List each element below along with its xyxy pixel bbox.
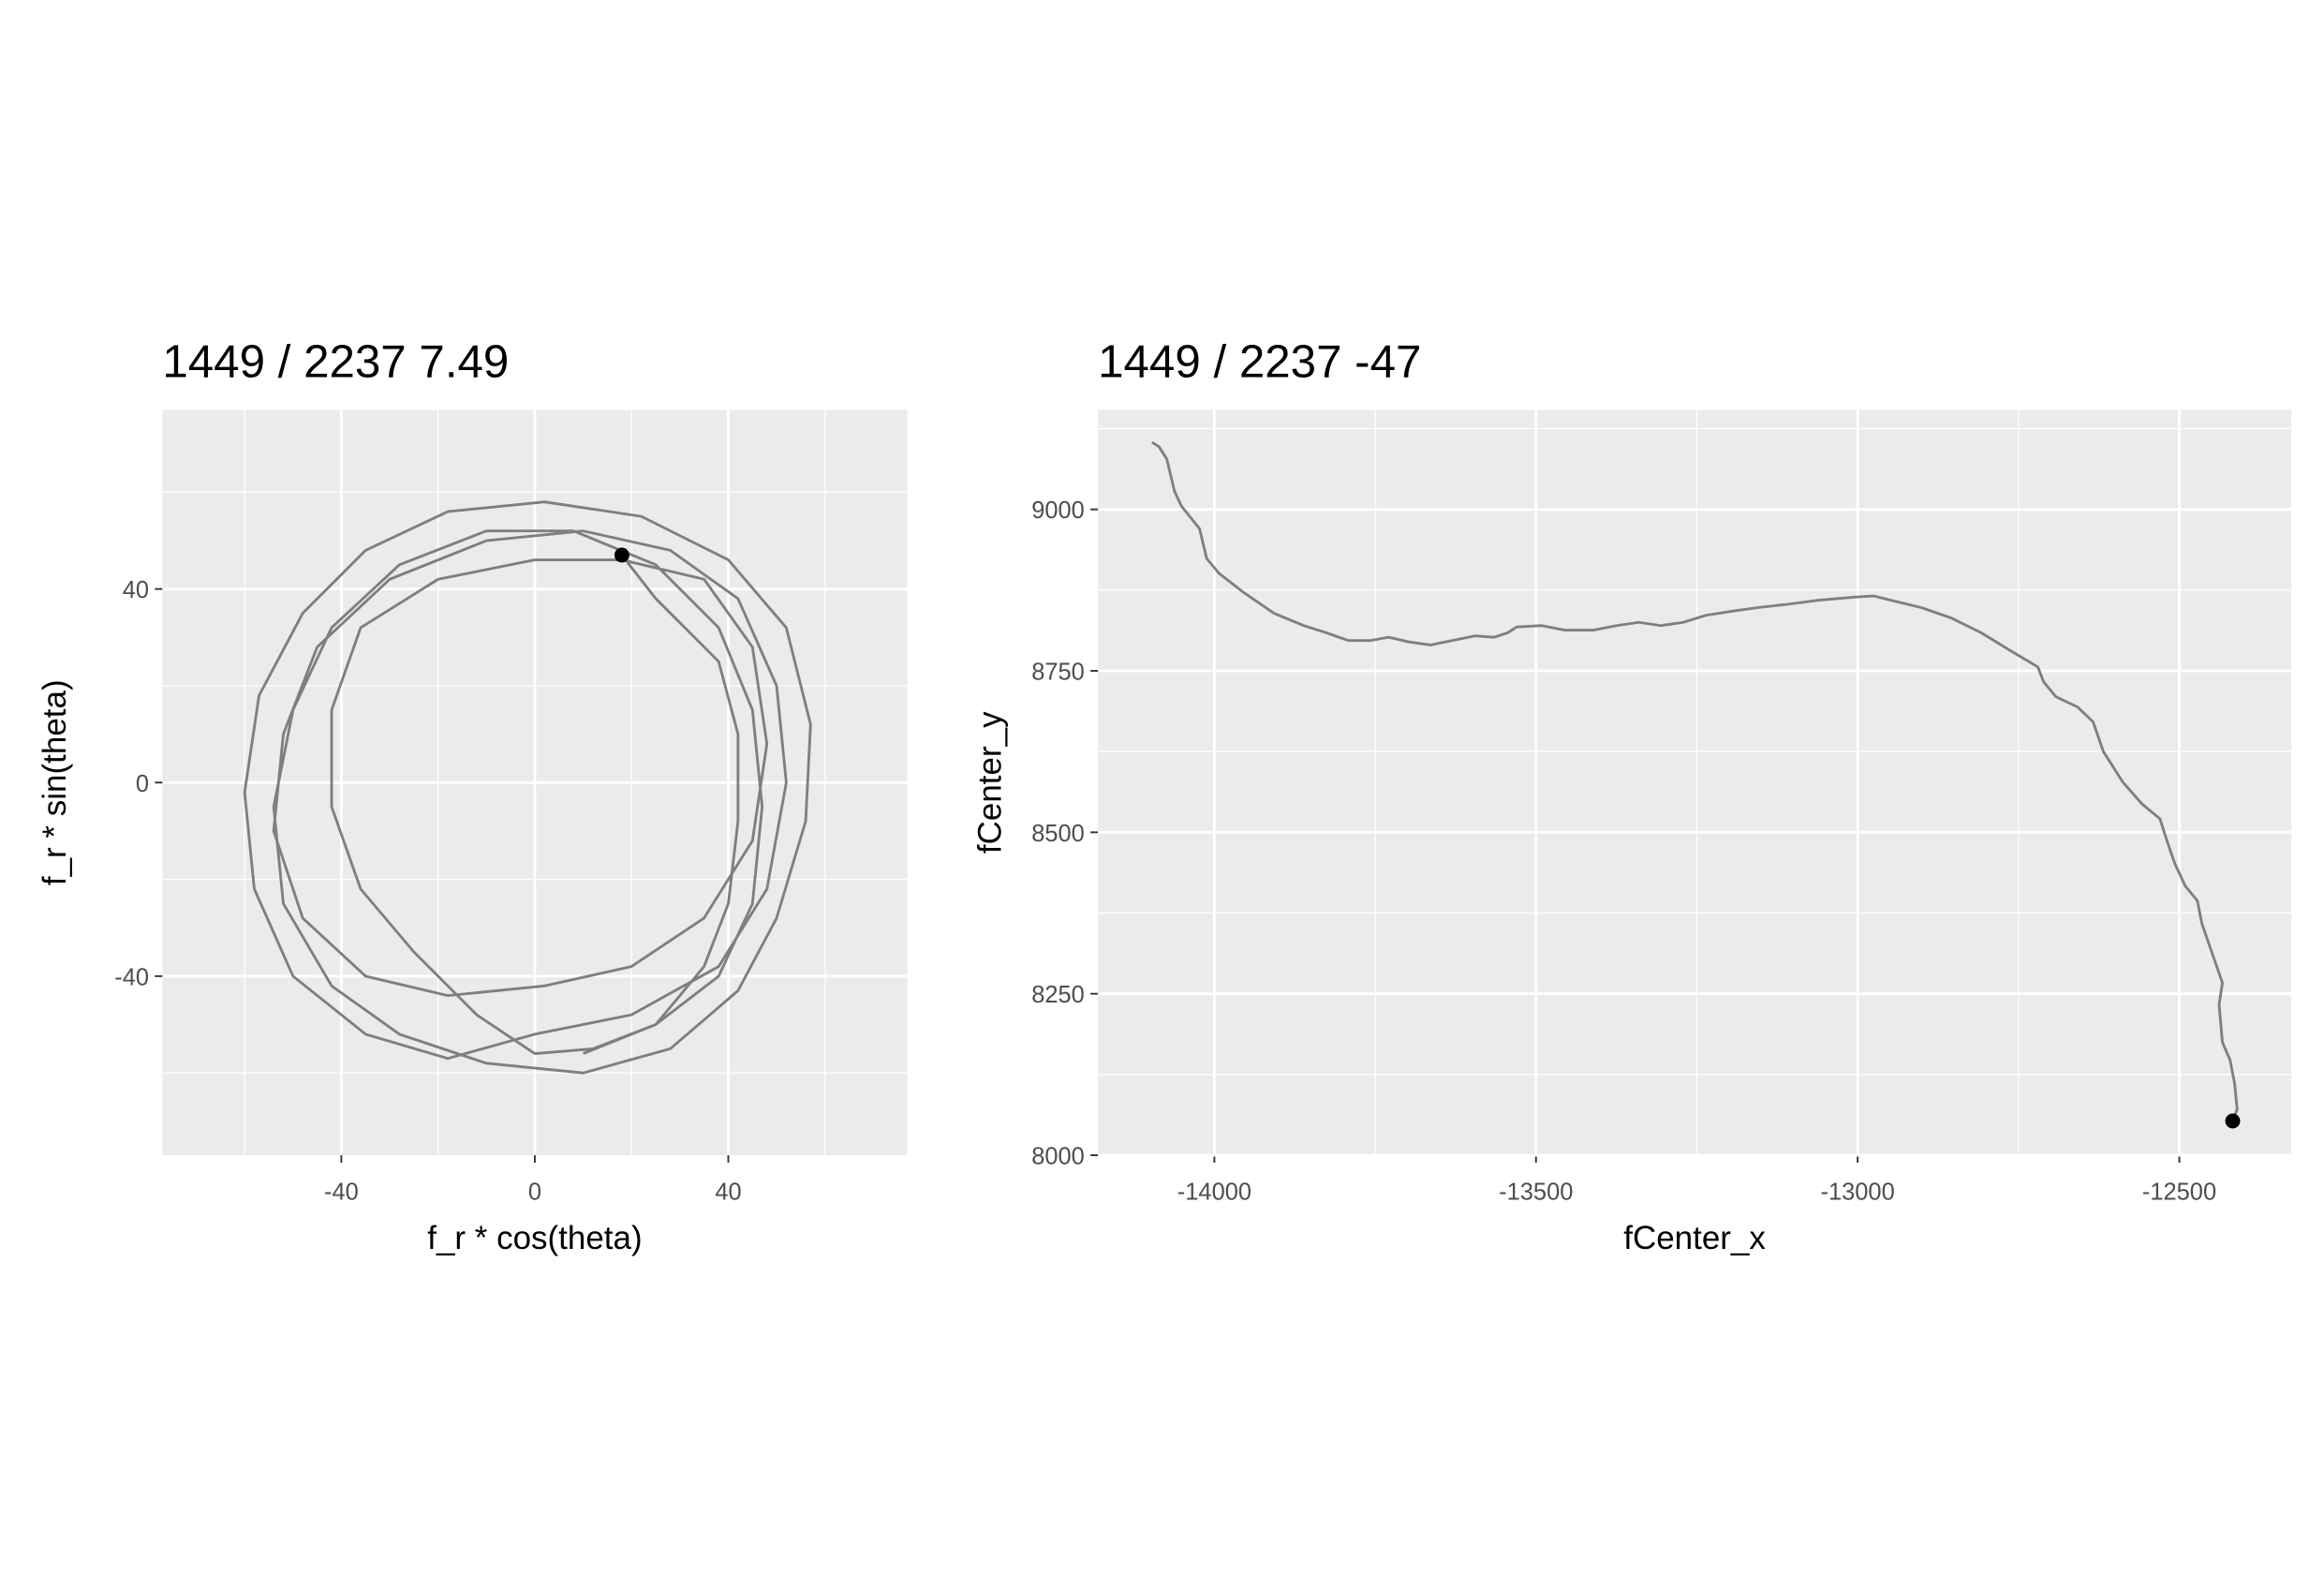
y-tick-label: 9000	[1031, 497, 1085, 524]
current-point	[2225, 1113, 2241, 1129]
y-tick-label: 0	[136, 771, 149, 797]
x-axis-title: fCenter_x	[1623, 1220, 1766, 1256]
x-axis-title: f_r * cos(theta)	[427, 1220, 642, 1256]
x-tick-label: 0	[528, 1180, 541, 1206]
y-tick-label: 8500	[1031, 821, 1085, 847]
current-point	[614, 547, 629, 563]
trajectory	[243, 500, 812, 1075]
y-axis-title: fCenter_y	[972, 711, 1009, 854]
y-axis-title: f_r * sin(theta)	[37, 679, 73, 885]
y-tick-label: 8250	[1031, 982, 1085, 1008]
x-tick-label: -14000	[1177, 1180, 1251, 1206]
x-tick-label: -13500	[1499, 1180, 1573, 1206]
trajectory	[1151, 440, 2239, 1121]
x-tick-label: -12500	[2142, 1180, 2216, 1206]
plot-panel	[1098, 409, 2292, 1156]
y-tick-label: -40	[114, 964, 149, 990]
y-tick-label: 8000	[1031, 1144, 1085, 1170]
x-tick-label: -40	[324, 1180, 359, 1206]
x-tick-label: 40	[715, 1180, 741, 1206]
y-tick-label: 8750	[1031, 660, 1085, 686]
x-tick-label: -13000	[1821, 1180, 1895, 1206]
chart-title: 1449 / 2237 7.49	[162, 336, 509, 388]
chart-title: 1449 / 2237 -47	[1098, 336, 1421, 388]
y-tick-label: 40	[123, 577, 149, 603]
